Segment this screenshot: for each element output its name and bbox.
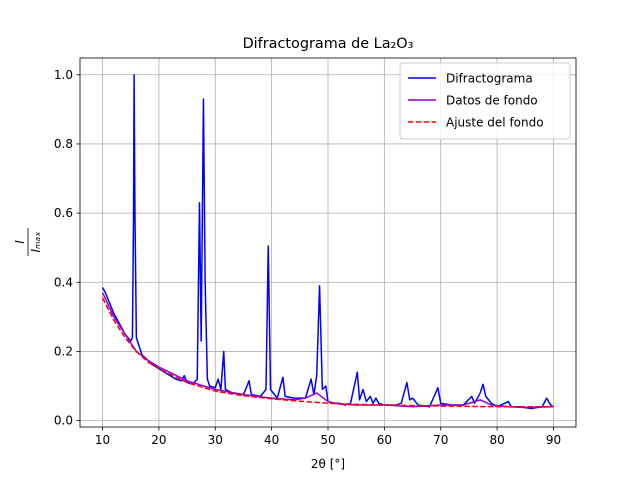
legend-label: Datos de fondo xyxy=(446,94,538,108)
x-tick-label: 10 xyxy=(95,433,110,447)
y-tick-label: 0.6 xyxy=(54,206,73,220)
y-tick-label: 0.2 xyxy=(54,344,73,358)
legend-label: Difractograma xyxy=(446,72,533,86)
legend: Difractograma Datos de fondo Ajuste del fo… xyxy=(399,62,571,140)
x-tick-label: 60 xyxy=(377,433,392,447)
y-tick-label: 1.0 xyxy=(54,68,73,82)
x-tick-label: 30 xyxy=(208,433,223,447)
y-tick-label: 0.8 xyxy=(54,137,73,151)
plot-frame xyxy=(79,57,577,428)
x-tick-label: 70 xyxy=(433,433,448,447)
x-tick-label: 20 xyxy=(151,433,166,447)
legend-label: Ajuste del fondo xyxy=(446,116,544,130)
series-line xyxy=(101,297,554,408)
series-line xyxy=(101,292,554,409)
x-tick-label: 50 xyxy=(320,433,335,447)
y-axis-label: I Iₘₐₓ xyxy=(13,228,43,256)
chart-title: Difractograma de La₂O₃ xyxy=(243,36,414,52)
y-label-denominator: Iₘₐₓ xyxy=(29,231,43,252)
x-tick-label: 80 xyxy=(489,433,504,447)
legend-box xyxy=(399,62,571,140)
y-tick-label: 0.4 xyxy=(54,275,73,289)
x-tick-label: 40 xyxy=(264,433,279,447)
x-tick-label: 90 xyxy=(546,433,561,447)
y-tick-label: 0.0 xyxy=(54,414,73,428)
y-label-numerator: I xyxy=(13,240,27,244)
x-axis-label: 2θ [°] xyxy=(311,457,345,471)
